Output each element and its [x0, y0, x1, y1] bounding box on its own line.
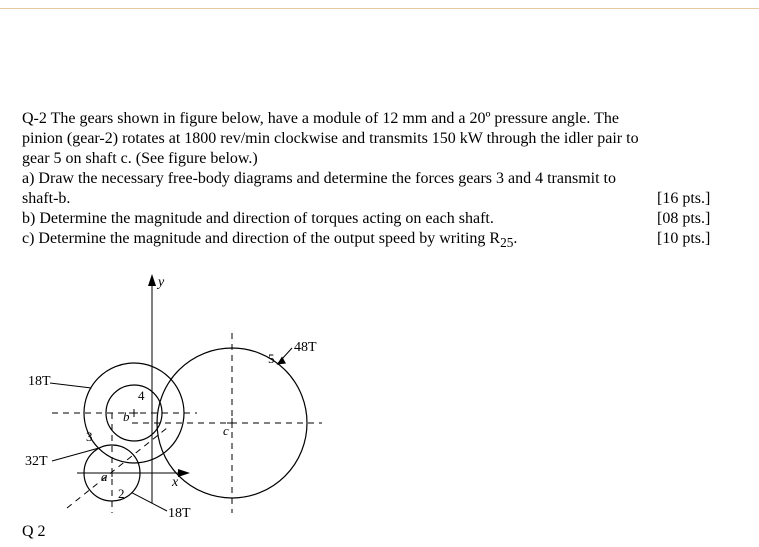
part-c-text: c) Determine the magnitude and direction…	[22, 230, 500, 247]
svg-text:18T: 18T	[168, 506, 191, 521]
svg-text:4: 4	[138, 388, 145, 403]
document-body: Q-2 The gears shown in figure below, hav…	[0, 9, 759, 533]
part-c-tail: .	[513, 230, 517, 247]
intro-line-3: gear 5 on shaft c. (See figure below.)	[22, 149, 737, 169]
intro-line-1: Q-2 The gears shown in figure below, hav…	[22, 109, 737, 129]
part-a-points: [16 pts.]	[657, 189, 737, 209]
svg-text:y: y	[156, 275, 165, 290]
svg-text:32T: 32T	[25, 454, 48, 469]
part-c-points: [10 pts.]	[657, 229, 737, 252]
svg-text:18T: 18T	[28, 374, 51, 389]
part-a-line-2: shaft-b.	[22, 189, 657, 209]
question-text: Q-2 The gears shown in figure below, hav…	[22, 109, 737, 252]
svg-text:5: 5	[268, 351, 275, 366]
gear-diagram: y x a b c 2 3 4 5 18T 32T 18T 48T	[22, 258, 342, 528]
intro-line-2: pinion (gear-2) rotates at 1800 rev/min …	[22, 129, 737, 149]
part-b: b) Determine the magnitude and direction…	[22, 209, 657, 229]
svg-text:x: x	[171, 475, 179, 490]
bottom-cutoff-text: Q 2	[22, 523, 46, 541]
part-a-line-1: a) Draw the necessary free-body diagrams…	[22, 169, 737, 189]
svg-text:c: c	[223, 423, 229, 438]
svg-text:3: 3	[86, 429, 93, 444]
svg-text:2: 2	[118, 486, 125, 501]
part-c-sub: 25	[500, 235, 513, 250]
part-c: c) Determine the magnitude and direction…	[22, 229, 657, 252]
svg-text:b: b	[123, 409, 130, 424]
figure: y x a b c 2 3 4 5 18T 32T 18T 48T	[22, 258, 737, 533]
svg-text:48T: 48T	[294, 340, 317, 355]
svg-text:a: a	[101, 469, 108, 484]
part-b-points: [08 pts.]	[657, 209, 737, 229]
